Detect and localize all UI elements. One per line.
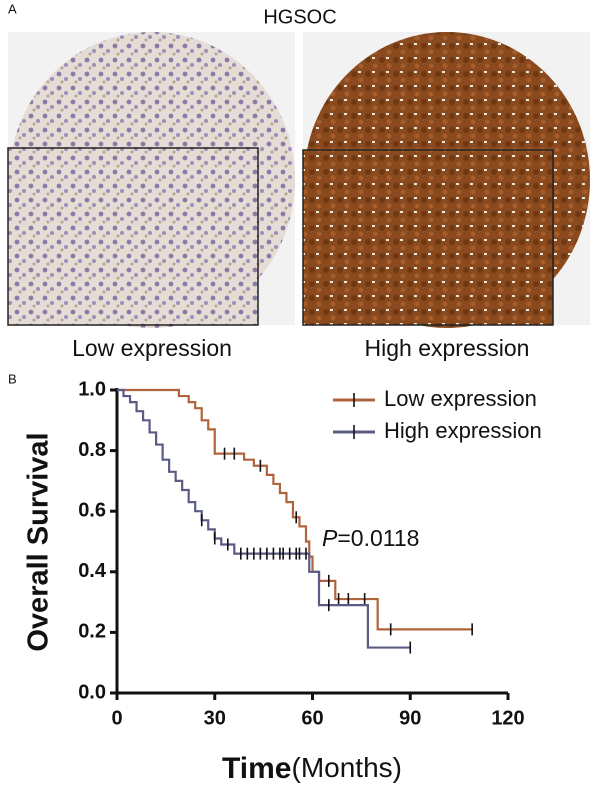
- y-tick-label: 0.0: [78, 681, 106, 703]
- y-axis-label: Overall Survival: [23, 432, 55, 651]
- x-tick-label: 60: [301, 707, 323, 729]
- image-caption: Low expression: [72, 335, 232, 361]
- y-tick-label: 1.0: [78, 378, 106, 400]
- y-tick-label: 0.2: [78, 621, 106, 643]
- p-text: =0.0118: [337, 525, 419, 551]
- y-tick-label: 0.6: [78, 499, 106, 521]
- x-tick-label: 90: [399, 707, 421, 729]
- legend-label: Low expression: [384, 386, 537, 411]
- y-tick-label: 0.8: [78, 439, 106, 461]
- survival-curve: [117, 388, 411, 649]
- x-tick-label: 120: [491, 707, 524, 729]
- x-tick-label: 0: [111, 707, 122, 729]
- p-value: P=0.0118: [322, 525, 419, 551]
- x-axis-label: Time(Months): [222, 752, 402, 785]
- image-caption: High expression: [365, 335, 530, 361]
- legend-label: High expression: [384, 418, 542, 443]
- x-tick-label: 30: [204, 707, 226, 729]
- zoom-inset: [302, 149, 554, 326]
- y-tick-label: 0.4: [78, 560, 107, 582]
- zoom-inset: [7, 147, 259, 326]
- x-label-main: Time: [222, 752, 291, 785]
- tissue-image-high: [302, 32, 590, 328]
- x-label-unit: (Months): [292, 752, 402, 783]
- panel-label: A: [8, 1, 17, 16]
- panel-label: B: [8, 371, 17, 386]
- p-symbol: P: [322, 525, 338, 551]
- tissue-image-low: [7, 32, 295, 328]
- panel-title: HGSOC: [263, 6, 336, 28]
